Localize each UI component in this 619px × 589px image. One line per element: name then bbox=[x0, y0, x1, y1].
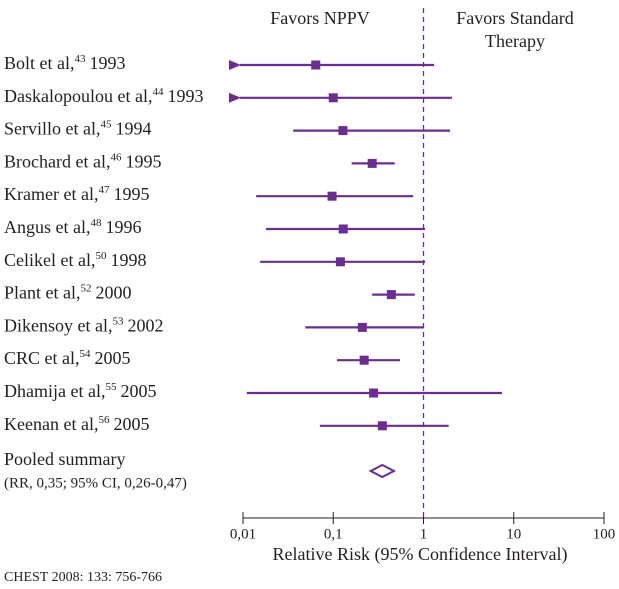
study-label: CRC et al,54 2005 bbox=[4, 348, 131, 369]
study-label: Servillo et al,45 1994 bbox=[4, 118, 151, 139]
study-year: 2005 bbox=[120, 381, 156, 401]
study-name: Servillo et al, bbox=[4, 119, 100, 139]
point-estimate bbox=[369, 388, 379, 398]
study-name: Daskalopoulou et al, bbox=[4, 86, 152, 106]
x-tick-label: 100 bbox=[593, 526, 616, 542]
point-estimate bbox=[377, 421, 387, 431]
study-label: Daskalopoulou et al,44 1993 bbox=[4, 85, 203, 106]
study-label: Dikensoy et al,53 2002 bbox=[4, 315, 163, 336]
study-year: 1995 bbox=[113, 184, 149, 204]
study-ref: 46 bbox=[110, 151, 122, 163]
study-label: Brochard et al,46 1995 bbox=[4, 151, 161, 172]
study-name: Brochard et al, bbox=[4, 152, 110, 172]
study-label: Bolt et al,43 1993 bbox=[4, 53, 126, 74]
x-tick-label: 10 bbox=[506, 526, 521, 542]
point-estimate bbox=[328, 93, 338, 103]
point-estimate bbox=[367, 158, 377, 168]
study-ref: 43 bbox=[75, 53, 87, 65]
study-label: Celikel et al,50 1998 bbox=[4, 249, 146, 270]
right-header: Favors Standard bbox=[456, 8, 573, 28]
study-year: 1994 bbox=[115, 119, 151, 139]
study-ref: 54 bbox=[80, 348, 92, 360]
x-tick-label: 1 bbox=[420, 526, 428, 542]
study-ref: 45 bbox=[100, 118, 112, 130]
study-year: 2005 bbox=[95, 348, 131, 368]
study-name: Dhamija et al, bbox=[4, 381, 105, 401]
study-label: Kramer et al,47 1995 bbox=[4, 184, 149, 205]
study-name: Plant et al, bbox=[4, 283, 80, 303]
point-estimate bbox=[359, 355, 369, 365]
study-name: Kramer et al, bbox=[4, 184, 98, 204]
study-year: 2005 bbox=[113, 414, 149, 434]
study-year: 1998 bbox=[110, 250, 146, 270]
study-year: 1993 bbox=[167, 86, 203, 106]
left-header: Favors NPPV bbox=[270, 8, 370, 28]
study-ref: 47 bbox=[98, 184, 110, 196]
study-name: Angus et al, bbox=[4, 217, 90, 237]
pooled-note: (RR, 0,35; 95% CI, 0,26-0,47) bbox=[4, 475, 187, 491]
study-ref: 48 bbox=[90, 217, 102, 229]
study-year: 2002 bbox=[127, 316, 163, 336]
study-ref: 52 bbox=[80, 282, 91, 294]
pooled-diamond bbox=[368, 463, 397, 479]
point-estimate bbox=[386, 290, 396, 300]
right-header: Therapy bbox=[485, 31, 545, 51]
source: CHEST 2008: 133: 756-766 bbox=[4, 570, 162, 585]
study-label: Plant et al,52 2000 bbox=[4, 282, 131, 303]
point-estimate bbox=[311, 60, 321, 70]
point-estimate bbox=[335, 257, 345, 267]
study-ref: 53 bbox=[112, 315, 124, 327]
study-year: 1996 bbox=[105, 217, 141, 237]
x-tick-label: 0,01 bbox=[230, 526, 256, 542]
study-ref: 44 bbox=[152, 85, 164, 97]
study-year: 2000 bbox=[95, 283, 131, 303]
study-name: Dikensoy et al, bbox=[4, 316, 112, 336]
point-estimate bbox=[327, 191, 337, 201]
study-ref: 56 bbox=[98, 413, 110, 425]
point-estimate bbox=[338, 224, 348, 234]
study-name: Bolt et al, bbox=[4, 53, 75, 73]
study-label: Dhamija et al,55 2005 bbox=[4, 381, 156, 402]
study-name: Keenan et al, bbox=[4, 414, 98, 434]
study-name: CRC et al, bbox=[4, 348, 80, 368]
study-name: Celikel et al, bbox=[4, 250, 95, 270]
study-label: Keenan et al,56 2005 bbox=[4, 413, 149, 434]
point-estimate bbox=[338, 126, 348, 136]
study-year: 1993 bbox=[90, 53, 126, 73]
study-year: 1995 bbox=[125, 152, 161, 172]
x-axis-label: Relative Risk (95% Confidence Interval) bbox=[273, 544, 568, 565]
point-estimate bbox=[357, 322, 367, 332]
study-ref: 55 bbox=[105, 381, 117, 393]
study-ref: 50 bbox=[95, 249, 107, 261]
x-tick-label: 0,1 bbox=[324, 526, 343, 542]
pooled-label: Pooled summary bbox=[4, 449, 126, 469]
study-label: Angus et al,48 1996 bbox=[4, 217, 141, 238]
